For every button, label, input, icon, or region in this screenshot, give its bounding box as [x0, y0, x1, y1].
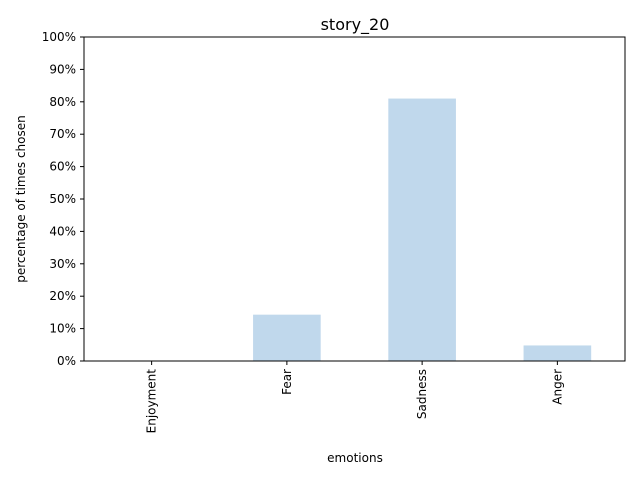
y-tick-label: 50% [49, 192, 76, 206]
y-tick-label: 20% [49, 289, 76, 303]
y-tick-label: 100% [42, 30, 76, 44]
bars [253, 98, 592, 361]
y-tick-label: 70% [49, 127, 76, 141]
y-axis-label: percentage of times chosen [14, 115, 28, 282]
bar-anger [523, 345, 592, 361]
y-tick-label: 10% [49, 322, 76, 336]
bar-fear [253, 314, 321, 361]
y-tick-label: 0% [57, 354, 76, 368]
y-axis: 0% 10% 20% 30% 40% 50% 60% 70% 80% 90% 100% [42, 30, 84, 368]
x-axis-label: emotions [327, 451, 383, 465]
y-tick-label: 30% [49, 257, 76, 271]
y-tick-label: 80% [49, 95, 76, 109]
x-tick-label: Sadness [415, 369, 429, 419]
x-tick-label: Anger [550, 369, 564, 405]
plot-area-frame [83, 36, 626, 362]
x-axis: Enjoyment Fear Sadness Anger [145, 361, 564, 434]
chart-title: story_20 [321, 15, 390, 35]
x-tick-label: Enjoyment [145, 369, 159, 434]
x-tick-label: Fear [280, 369, 294, 395]
y-tick-label: 90% [49, 62, 76, 76]
y-tick-label: 40% [49, 224, 76, 238]
bar-sadness [388, 98, 456, 361]
y-tick-label: 60% [49, 160, 76, 174]
